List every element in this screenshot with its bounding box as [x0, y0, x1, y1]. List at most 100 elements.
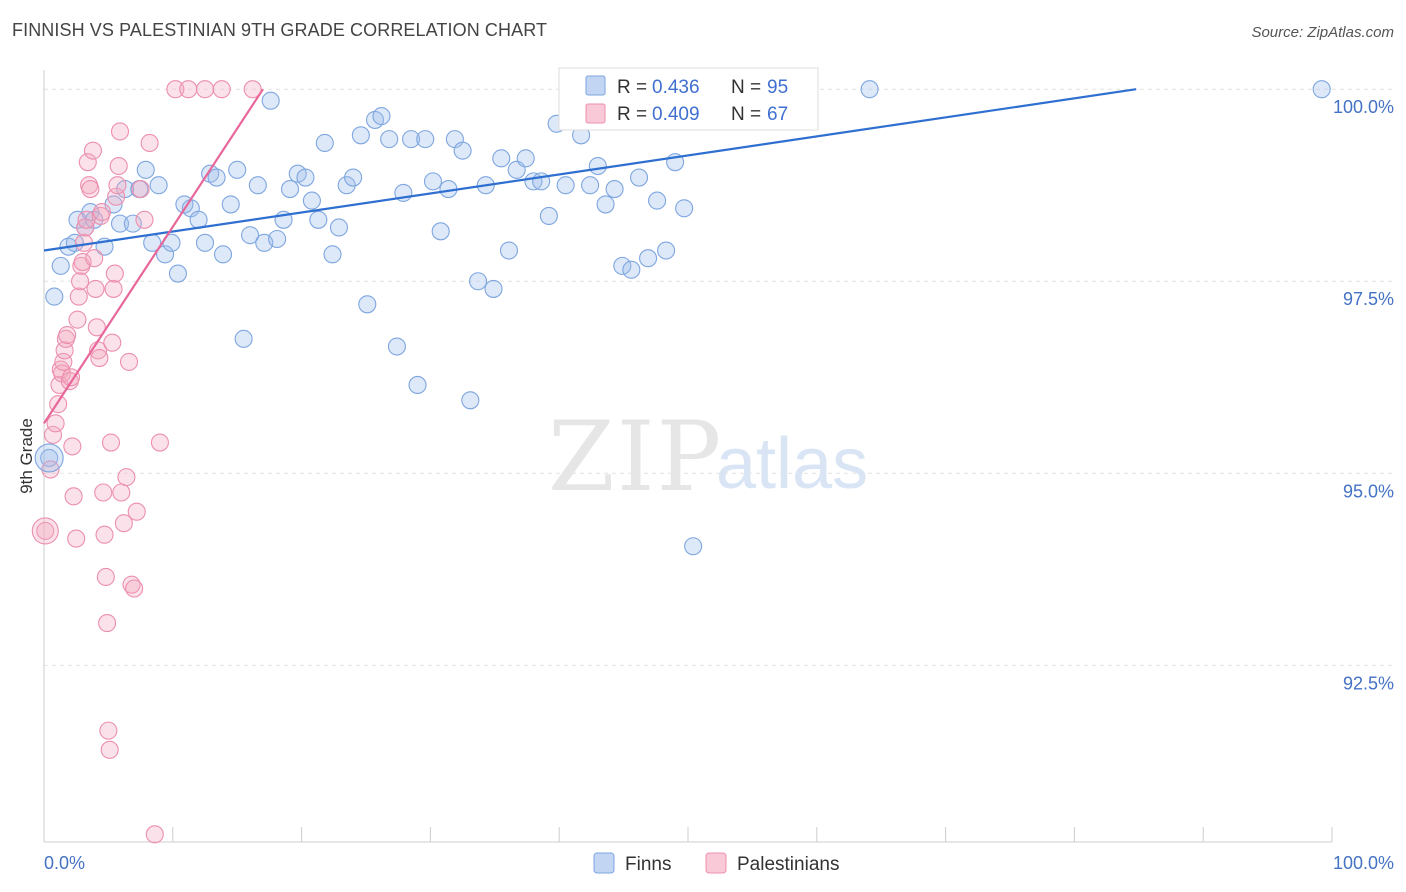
grid-lines: [44, 88, 1394, 666]
point-palestinians: [101, 433, 121, 452]
legend-box: R = 0.436 N = 95 R = 0.409 N = 67: [558, 67, 819, 131]
x-tick-label-max: 100.0%: [1333, 853, 1394, 873]
legend-swatch-palestinians: [585, 103, 606, 124]
legend-r-label-palestinians: R =: [617, 104, 647, 125]
point-finns: [234, 329, 253, 348]
point-finns: [241, 226, 260, 245]
legend-n-label-finns: N =: [731, 77, 761, 98]
bottom-legend-label-finns: Finns: [625, 854, 671, 875]
point-palestinians: [109, 156, 128, 176]
point-palestinians: [108, 176, 127, 195]
point-finns: [453, 141, 472, 160]
point-finns: [323, 245, 342, 264]
bottom-legend: Finns Palestinians: [593, 852, 839, 875]
point-palestinians: [98, 614, 117, 633]
bottom-legend-swatch-palestinians: [705, 852, 727, 874]
point-finns: [469, 272, 488, 291]
x-tick-label-min: 0.0%: [44, 853, 85, 873]
point-finns: [40, 448, 59, 467]
point-finns: [431, 222, 450, 241]
point-palestinians: [87, 318, 106, 337]
point-palestinians: [54, 352, 73, 371]
legend-n-value-finns: 95: [767, 77, 788, 98]
y-tick-label: 97.5%: [1343, 289, 1394, 309]
point-finns: [136, 160, 155, 179]
point-finns: [639, 249, 658, 268]
point-finns: [351, 126, 370, 145]
point-finns: [51, 256, 70, 275]
point-palestinians: [85, 249, 104, 268]
point-palestinians: [112, 483, 131, 502]
point-finns: [387, 337, 406, 356]
point-finns: [156, 245, 175, 264]
chart-title: FINNISH VS PALESTINIAN 9TH GRADE CORRELA…: [12, 20, 548, 40]
point-finns: [280, 180, 300, 199]
point-finns: [221, 195, 240, 214]
point-palestinians: [77, 210, 96, 229]
point-finns: [516, 149, 535, 168]
point-finns: [484, 279, 503, 298]
legend-n-label-palestinians: N =: [731, 104, 761, 125]
legend-n-value-palestinians: 67: [767, 104, 788, 125]
point-finns: [860, 80, 879, 99]
point-finns: [461, 391, 480, 410]
point-finns: [622, 260, 641, 279]
point-finns: [684, 537, 703, 556]
bottom-legend-label-palestinians: Palestinians: [737, 854, 839, 875]
point-finns: [416, 130, 435, 149]
point-finns: [581, 176, 600, 195]
bottom-legend-swatch-finns: [593, 852, 615, 874]
point-palestinians: [76, 218, 95, 237]
point-palestinians: [73, 252, 92, 272]
point-palestinians: [69, 287, 88, 306]
point-palestinians: [64, 487, 83, 506]
point-palestinians: [61, 368, 81, 387]
legend-r-label-finns: R =: [617, 77, 647, 98]
point-finns: [302, 191, 321, 210]
source-label: Source: ZipAtlas.com: [1251, 24, 1394, 41]
point-finns: [630, 168, 649, 187]
point-finns: [596, 195, 615, 214]
watermark-zip: ZIP: [548, 401, 723, 513]
point-palestinians: [179, 80, 198, 99]
point-palestinians: [99, 721, 118, 740]
point-finns: [309, 210, 328, 229]
legend-r-value-palestinians: 0.409: [652, 104, 700, 125]
point-finns: [605, 180, 624, 199]
point-finns: [539, 206, 558, 226]
point-palestinians: [52, 364, 72, 383]
point-finns: [613, 256, 632, 275]
point-palestinians: [195, 80, 215, 99]
point-palestinians: [95, 525, 114, 544]
point-palestinians: [92, 203, 112, 222]
point-palestinians: [145, 825, 164, 844]
x-ticks: [43, 827, 1333, 842]
point-palestinians: [90, 349, 109, 368]
point-finns: [372, 107, 391, 126]
y-tick-label: 100.0%: [1333, 97, 1394, 117]
point-finns: [207, 168, 226, 187]
legend-r-value-finns: 0.436: [652, 77, 700, 98]
point-finns: [408, 375, 427, 394]
point-palestinians: [67, 529, 86, 548]
point-finns: [492, 149, 511, 168]
point-palestinians: [58, 325, 77, 345]
watermark-atlas: atlas: [716, 424, 868, 504]
point-palestinians: [36, 521, 55, 540]
point-palestinians: [103, 333, 122, 352]
point-palestinians: [212, 80, 231, 99]
point-finns: [168, 264, 188, 283]
point-finns: [1312, 80, 1331, 99]
point-palestinians: [78, 153, 97, 172]
trend-line-finns: [43, 88, 1137, 252]
point-palestinians: [110, 122, 130, 141]
point-finns: [423, 172, 443, 191]
point-palestinians: [135, 210, 154, 229]
point-palestinians: [68, 310, 87, 329]
point-finns: [261, 91, 280, 110]
y-tick-labels: 92.5% 95.0% 97.5% 100.0%: [1333, 97, 1394, 693]
point-finns: [213, 245, 233, 264]
point-finns: [380, 130, 399, 149]
point-finns: [315, 133, 334, 153]
